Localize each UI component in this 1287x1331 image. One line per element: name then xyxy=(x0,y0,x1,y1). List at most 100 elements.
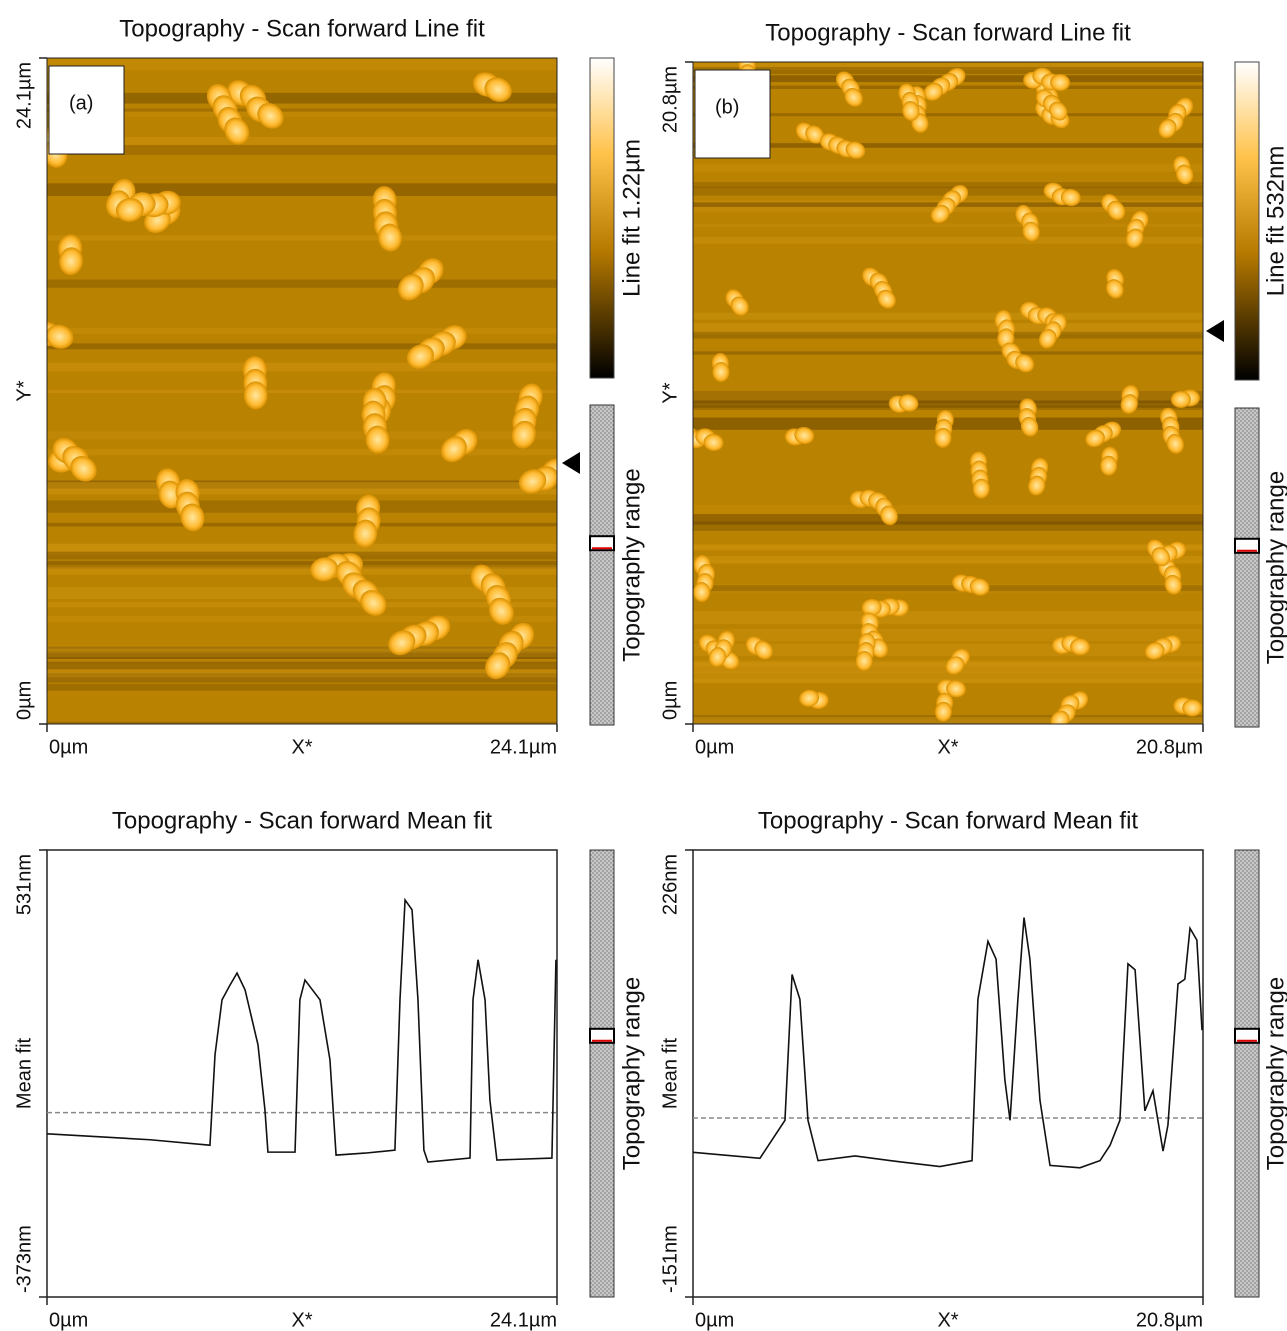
scan-stripe xyxy=(47,389,557,394)
scan-stripe xyxy=(47,235,557,241)
particle-part xyxy=(1175,164,1194,185)
scan-stripe xyxy=(47,672,557,683)
range-label: Topography range xyxy=(618,977,645,1170)
range-bar xyxy=(589,849,615,1298)
particle xyxy=(934,692,954,722)
scan-stripe xyxy=(693,113,1203,117)
scan-stripe xyxy=(47,343,557,350)
particle-part xyxy=(397,274,424,301)
scan-stripe xyxy=(47,663,557,667)
particle-part xyxy=(923,82,943,101)
particle-part xyxy=(930,204,950,224)
particle-part xyxy=(388,630,416,656)
y-axis-label: Y* xyxy=(13,380,35,401)
particle xyxy=(1173,155,1194,185)
x-axis-label: X* xyxy=(937,736,958,758)
particle-part xyxy=(70,455,97,482)
particle xyxy=(1023,67,1071,92)
range-window xyxy=(589,535,615,552)
scan-stripe xyxy=(47,721,557,724)
particle-part xyxy=(794,426,815,445)
particle-part xyxy=(310,557,339,582)
scan-stripe xyxy=(693,237,1203,244)
scan-stripe xyxy=(693,400,1203,408)
particle-part xyxy=(243,381,268,410)
particle-part xyxy=(511,420,536,449)
particle-part xyxy=(1028,475,1046,496)
scan-stripe xyxy=(693,186,1203,196)
scan-stripe xyxy=(693,671,1203,684)
particle-part xyxy=(224,117,250,145)
scan-stripe xyxy=(47,109,557,117)
scan-stripe xyxy=(693,182,1203,189)
particle-part xyxy=(1015,354,1035,373)
x-axis-label: X* xyxy=(291,1309,312,1331)
particle-part xyxy=(1170,390,1191,408)
scan-stripe xyxy=(693,583,1203,594)
particle-part xyxy=(1166,433,1184,454)
particle xyxy=(862,267,896,309)
particle xyxy=(795,122,825,144)
panel-title: Topography - Scan forward Mean fit xyxy=(112,807,493,834)
particle-part xyxy=(47,324,74,349)
y-tick-label: 0µm xyxy=(659,681,681,720)
particle xyxy=(1038,313,1067,349)
range-label: Topography range xyxy=(1262,471,1287,664)
particle-part xyxy=(934,701,952,722)
scan-stripe xyxy=(693,164,1203,173)
scan-stripe xyxy=(47,567,557,575)
range-window xyxy=(589,1027,615,1044)
particle xyxy=(361,387,390,454)
panel: Topography - Scan forward Line fit (b) Lin… xyxy=(659,19,1287,758)
scan-stripe xyxy=(693,628,1203,642)
particle-part xyxy=(180,503,205,532)
particle-part xyxy=(934,427,952,448)
particle xyxy=(835,71,863,107)
range-bar xyxy=(1234,407,1260,728)
scan-stripe xyxy=(47,136,557,145)
afm-image xyxy=(693,62,1203,724)
particle xyxy=(353,494,381,548)
panel-title: Topography - Scan forward Line fit xyxy=(119,15,485,42)
particle-part xyxy=(1107,200,1126,221)
particle-part xyxy=(485,652,511,680)
particle-part xyxy=(799,689,820,707)
particle xyxy=(1146,539,1171,567)
scan-stripe xyxy=(693,390,1203,404)
scan-stripe xyxy=(47,522,557,527)
particle xyxy=(472,72,512,102)
particle-part xyxy=(488,597,514,625)
panel-title: Topography - Scan forward Line fit xyxy=(765,19,1131,46)
particle-part xyxy=(1182,699,1203,717)
particle xyxy=(693,425,724,451)
particle-part xyxy=(712,361,730,382)
particle xyxy=(888,394,919,413)
panel: Topography - Scan forward Mean fit Topogr… xyxy=(13,807,645,1331)
scan-stripe xyxy=(47,92,557,104)
particle xyxy=(693,555,715,603)
label-box xyxy=(694,69,771,159)
particle xyxy=(242,356,268,410)
scan-stripe xyxy=(693,143,1203,148)
particle xyxy=(470,564,514,625)
particle-part xyxy=(1144,642,1165,660)
y-tick-label: 24.1µm xyxy=(13,62,35,129)
particle xyxy=(1043,182,1081,207)
particle xyxy=(52,437,97,482)
particle-part xyxy=(877,289,896,309)
scan-line-marker xyxy=(1206,320,1224,342)
scan-stripe xyxy=(47,328,557,334)
particle xyxy=(875,497,898,526)
particle-part xyxy=(1151,547,1171,567)
particle-part xyxy=(1085,429,1105,448)
scan-stripe xyxy=(47,58,557,71)
particle-part xyxy=(1164,574,1182,595)
scan-stripe xyxy=(693,611,1203,625)
particle-part xyxy=(1158,119,1177,139)
scan-stripe xyxy=(693,351,1203,355)
particle xyxy=(923,67,966,101)
particle-part xyxy=(845,141,866,159)
particle xyxy=(1158,97,1194,139)
x-tick-label: 0µm xyxy=(695,736,734,758)
particle-part xyxy=(257,103,284,129)
